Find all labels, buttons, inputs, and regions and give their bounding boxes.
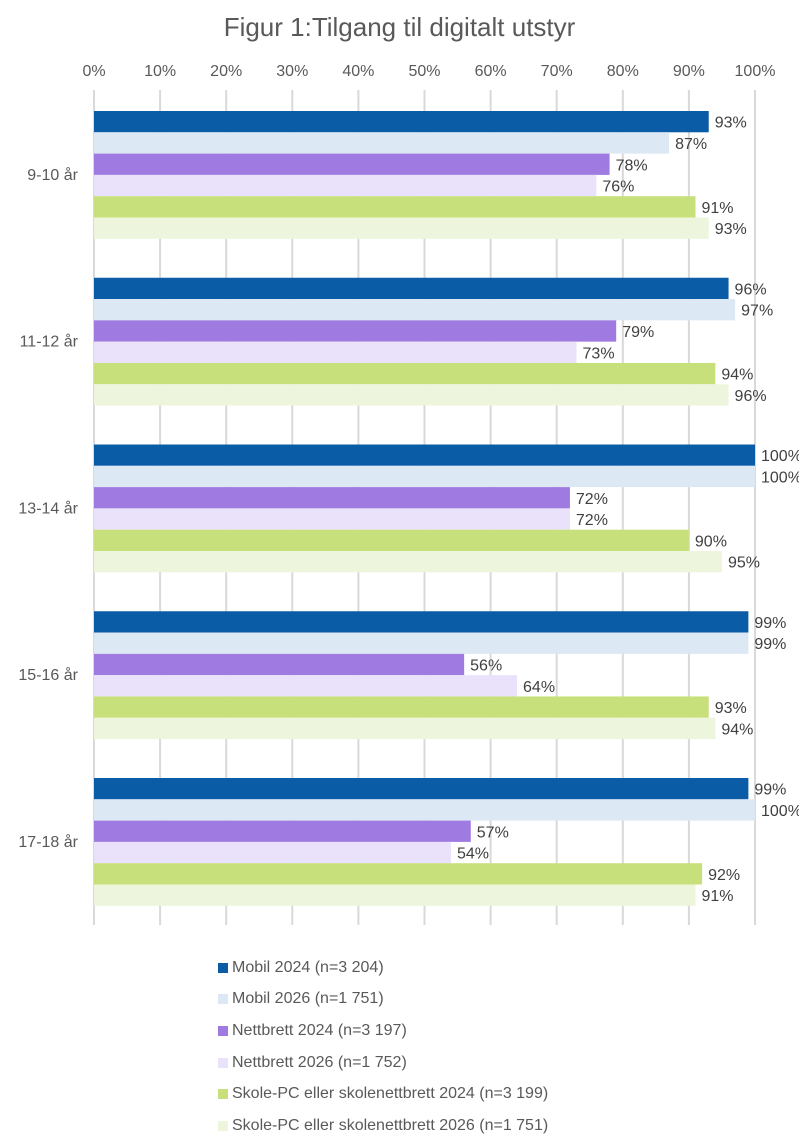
legend-item: Nettbrett 2026 (n=1 752) bbox=[218, 1047, 548, 1079]
data-label: 100% bbox=[761, 803, 799, 820]
legend-item: Mobil 2026 (n=1 751) bbox=[218, 984, 548, 1016]
x-tick-label: 70% bbox=[541, 63, 573, 80]
bar bbox=[94, 717, 716, 740]
category-label: 9-10 år bbox=[27, 166, 78, 184]
bar bbox=[94, 841, 451, 864]
legend: Mobil 2024 (n=3 204) Mobil 2026 (n=1 751)… bbox=[218, 952, 548, 1142]
legend-item: Skole-PC eller skolenettbrett 2026 (n=1 … bbox=[218, 1110, 548, 1142]
x-tick-label: 40% bbox=[342, 63, 374, 80]
data-label: 96% bbox=[735, 388, 767, 405]
data-label: 57% bbox=[477, 824, 509, 841]
bar bbox=[94, 508, 570, 530]
x-tick-label: 90% bbox=[673, 63, 705, 80]
bar bbox=[94, 778, 749, 800]
bar bbox=[94, 632, 749, 654]
x-tick-label: 80% bbox=[607, 63, 639, 80]
data-label: 78% bbox=[616, 157, 648, 174]
data-label: 99% bbox=[754, 782, 786, 799]
legend-item: Skole-PC eller skolenettbrett 2024 (n=3 … bbox=[218, 1078, 548, 1110]
data-label: 79% bbox=[622, 324, 654, 341]
legend-swatch bbox=[218, 1089, 228, 1100]
legend-swatch bbox=[218, 994, 228, 1005]
data-label: 54% bbox=[457, 846, 489, 863]
data-label: 76% bbox=[602, 179, 634, 196]
bar bbox=[94, 384, 729, 406]
data-label: 93% bbox=[715, 221, 747, 238]
bar bbox=[94, 675, 518, 697]
bar bbox=[94, 696, 709, 718]
bar bbox=[94, 320, 617, 342]
bar bbox=[94, 465, 755, 488]
legend-label: Mobil 2026 (n=1 751) bbox=[232, 990, 384, 1008]
data-label: 73% bbox=[583, 345, 615, 362]
bar bbox=[94, 217, 709, 239]
x-tick-label: 10% bbox=[144, 63, 176, 80]
data-label: 72% bbox=[576, 491, 608, 508]
data-label: 91% bbox=[702, 200, 734, 217]
bar bbox=[94, 551, 722, 573]
legend-item: Mobil 2024 (n=3 204) bbox=[218, 952, 548, 984]
bar bbox=[94, 153, 610, 175]
data-label: 64% bbox=[523, 679, 555, 696]
data-label: 100% bbox=[761, 469, 799, 486]
legend-label: Mobil 2024 (n=3 204) bbox=[232, 958, 384, 976]
x-tick-label: 60% bbox=[475, 63, 507, 80]
bar bbox=[94, 341, 577, 363]
bar bbox=[94, 362, 716, 385]
data-label: 93% bbox=[715, 115, 747, 132]
bar bbox=[94, 174, 597, 197]
x-tick-label: 100% bbox=[735, 63, 776, 80]
bar-chart: 0% 10% 20% 30% 40% 50% 60% 70% 80% 90% 100% 9-10 år… bbox=[18, 63, 799, 925]
bar bbox=[94, 611, 749, 633]
bar bbox=[94, 196, 696, 218]
data-label: 100% bbox=[761, 448, 799, 465]
chart-title: Figur 1:Tilgang til digitalt utstyr bbox=[223, 12, 576, 42]
data-label: 99% bbox=[754, 615, 786, 632]
legend-label: Skole-PC eller skolenettbrett 2024 (n=3 … bbox=[232, 1085, 549, 1103]
x-tick-label: 20% bbox=[210, 63, 242, 80]
data-label: 90% bbox=[695, 533, 727, 550]
category-label: 17-18 år bbox=[18, 833, 78, 851]
data-label: 91% bbox=[702, 888, 734, 905]
category-label: 13-14 år bbox=[18, 499, 78, 517]
legend-swatch bbox=[218, 962, 228, 973]
bar bbox=[94, 863, 703, 885]
legend-swatch bbox=[218, 1120, 228, 1131]
data-label: 94% bbox=[721, 721, 753, 738]
bar bbox=[94, 820, 471, 842]
legend-label: Skole-PC eller skolenettbrett 2026 (n=1 … bbox=[232, 1116, 549, 1134]
bar bbox=[94, 799, 755, 821]
data-label: 93% bbox=[715, 700, 747, 717]
legend-label: Nettbrett 2026 (n=1 752) bbox=[232, 1053, 407, 1071]
data-label: 95% bbox=[728, 555, 760, 572]
bar bbox=[94, 299, 736, 321]
data-label: 92% bbox=[708, 867, 740, 884]
data-label: 94% bbox=[721, 367, 753, 384]
bar bbox=[94, 529, 689, 551]
data-label: 72% bbox=[576, 512, 608, 529]
data-label: 97% bbox=[741, 303, 773, 320]
legend-label: Nettbrett 2024 (n=3 197) bbox=[232, 1021, 407, 1039]
x-tick-label: 50% bbox=[408, 63, 440, 80]
bar bbox=[94, 444, 755, 466]
data-label: 56% bbox=[470, 658, 502, 675]
x-tick-label: 30% bbox=[276, 63, 308, 80]
bar bbox=[94, 277, 729, 300]
data-label: 99% bbox=[754, 636, 786, 653]
bar bbox=[94, 487, 570, 509]
bar bbox=[94, 653, 465, 676]
x-tick-label: 0% bbox=[82, 63, 105, 80]
category-label: 11-12 år bbox=[20, 333, 79, 351]
legend-item: Nettbrett 2024 (n=3 197) bbox=[218, 1015, 548, 1047]
data-label: 87% bbox=[675, 136, 707, 153]
legend-swatch bbox=[218, 1025, 228, 1036]
bar bbox=[94, 132, 670, 154]
data-label: 96% bbox=[735, 281, 767, 298]
bar bbox=[94, 111, 709, 133]
bar bbox=[94, 884, 696, 906]
legend-swatch bbox=[218, 1057, 228, 1068]
category-label: 15-16 år bbox=[18, 666, 78, 684]
